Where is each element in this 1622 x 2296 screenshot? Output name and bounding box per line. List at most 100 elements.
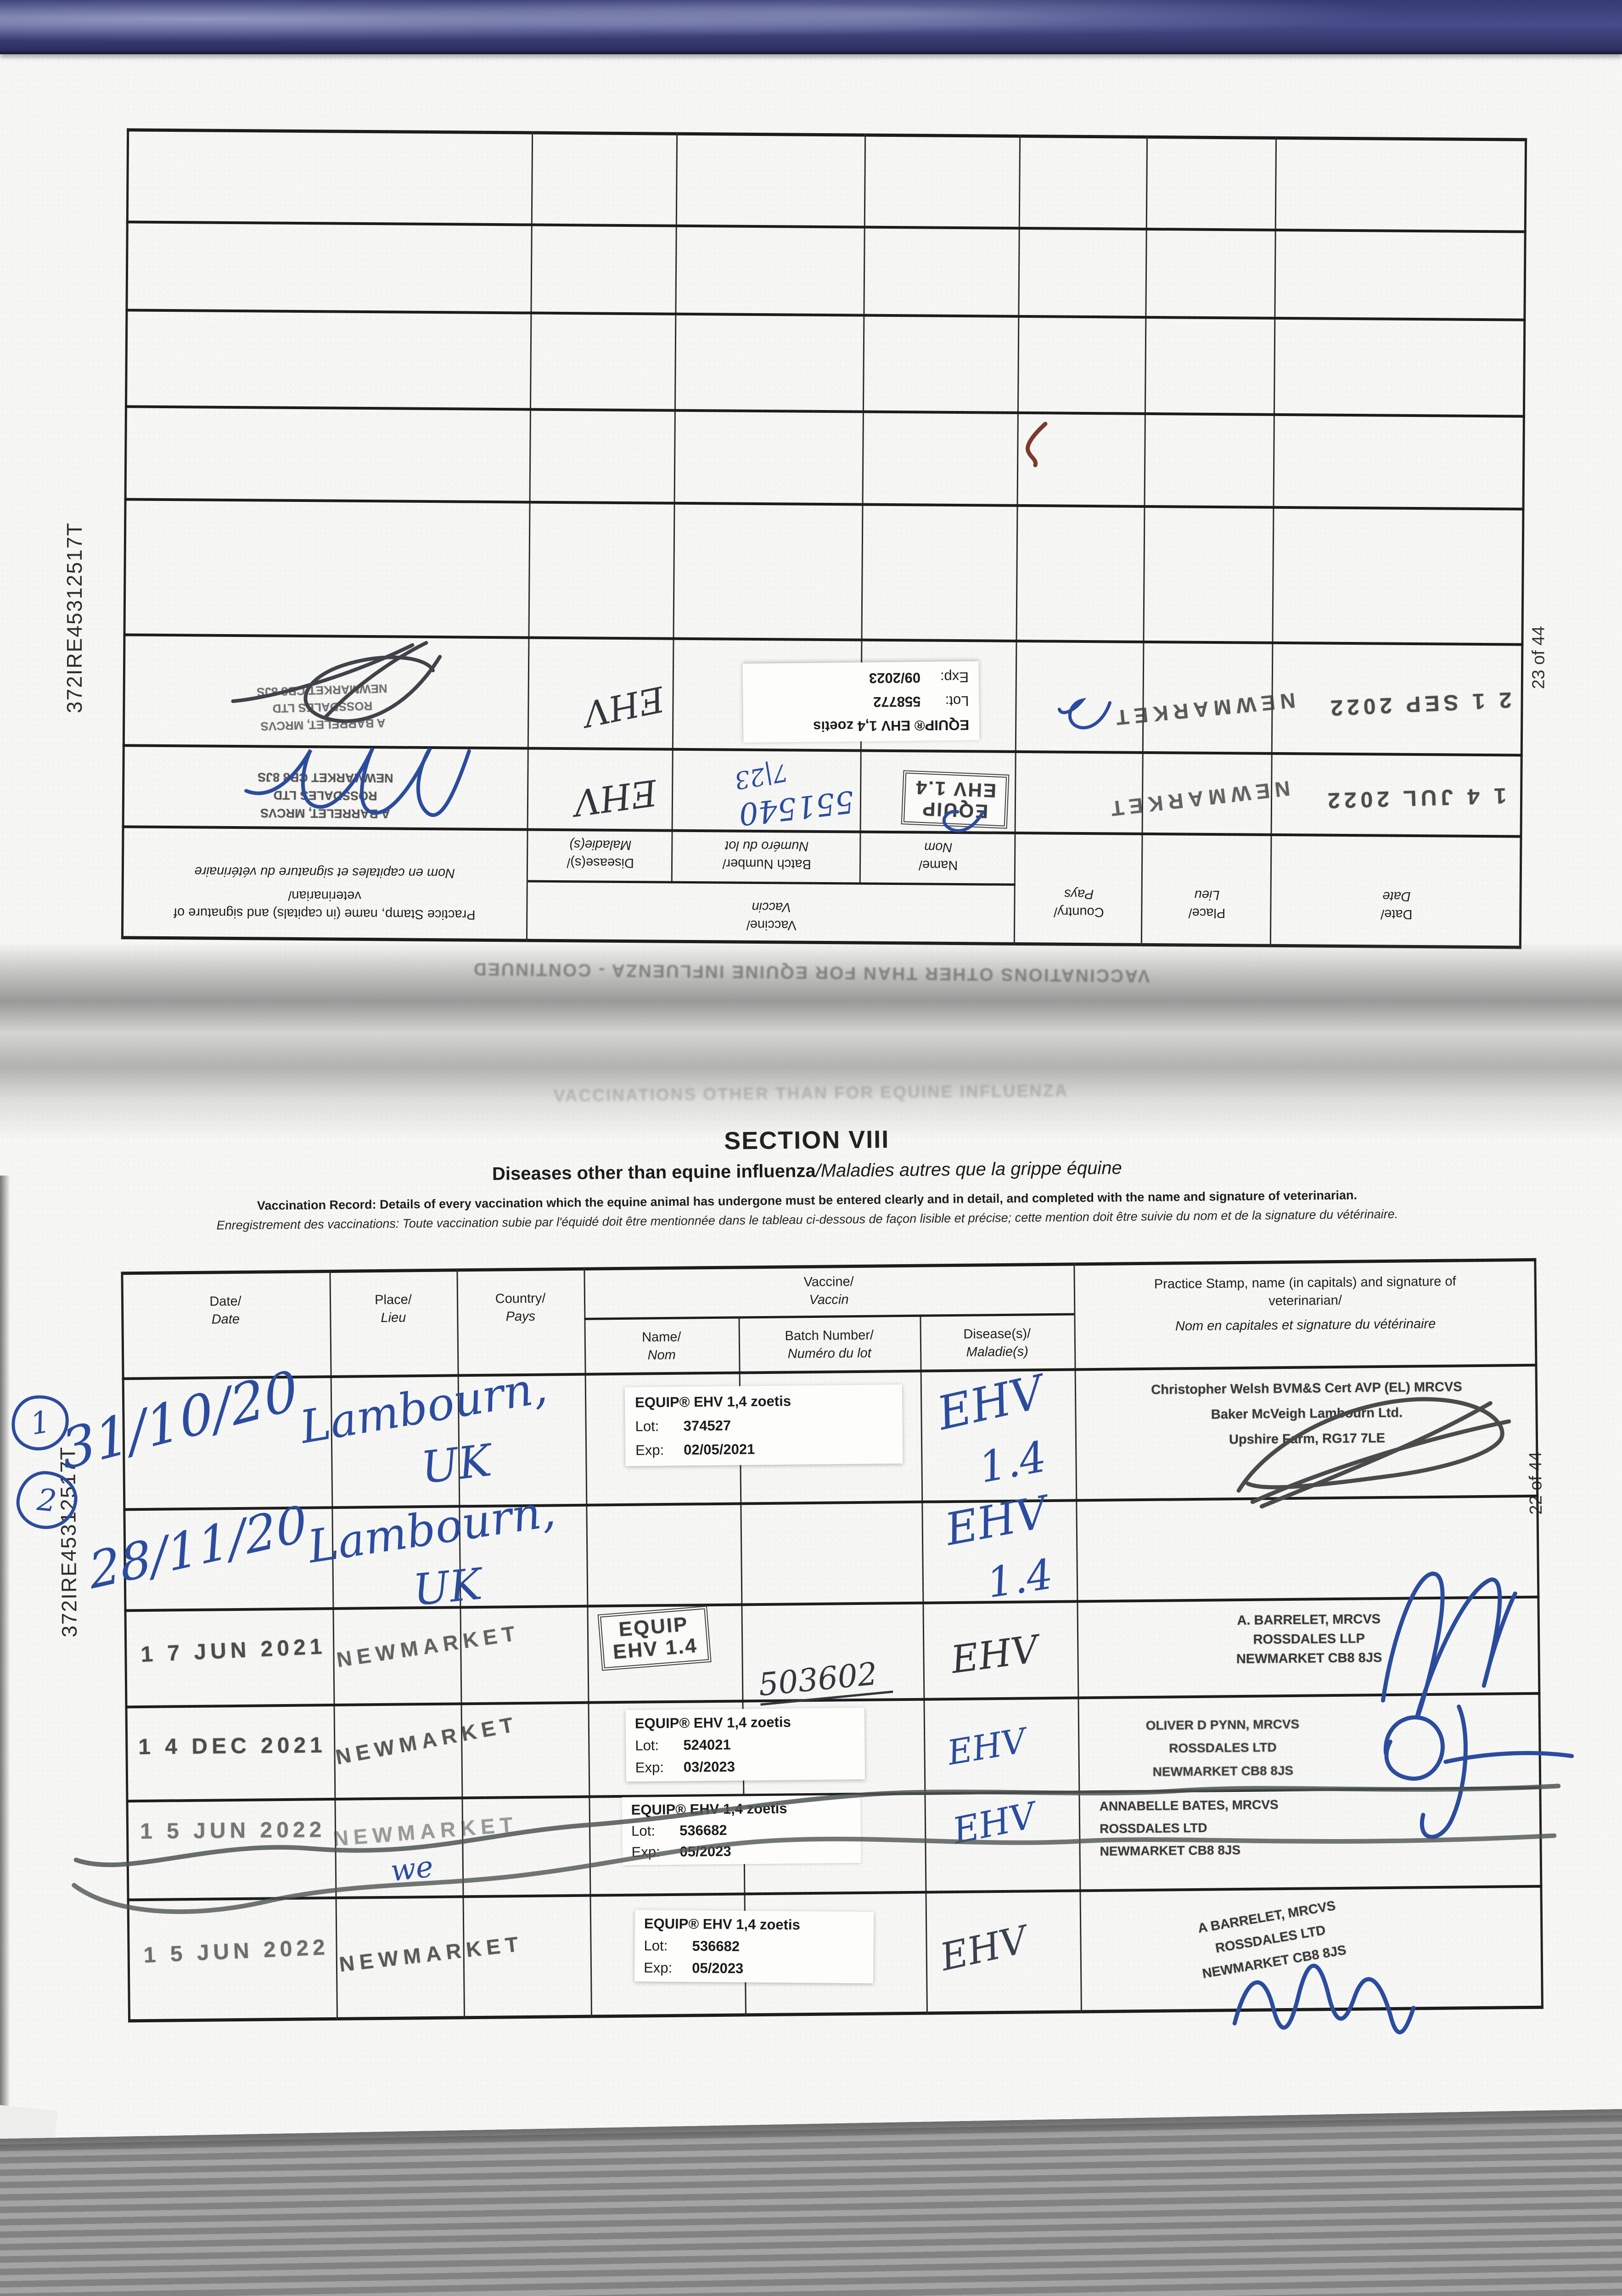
box-stamp-line2: EHV 1.4 (914, 777, 997, 802)
date-stamp: 1 7 JUN 2021 (140, 1634, 327, 1667)
place-stamp: NEWMARKET (1105, 776, 1291, 822)
vaccine-sticker: EQUIP® EHV 1,4 zoetis Lot: 536682 Exp: 0… (634, 1910, 874, 1984)
lot-label: Lot: (644, 1937, 668, 1954)
header-date-fr: Date (1382, 889, 1411, 904)
disease-handwritten: EHV (941, 1486, 1052, 1556)
page-left-shadow (0, 1176, 10, 2135)
circled-2-label: 2 (35, 1481, 58, 1519)
header-stamp-fr: Nom en capitales et signature du vétérin… (1175, 1317, 1436, 1334)
sticker-exp-row: Exp: 03/2023 (635, 1757, 856, 1776)
place-stamp: NEWMARKET (333, 1711, 520, 1769)
vaccine-sticker: EQUIP® EHV 1,4 zoetis Lot: 524021 Exp: 0… (625, 1707, 865, 1782)
exp-label: Exp: (940, 669, 969, 686)
vet-signature (244, 747, 471, 817)
scanner-background (0, 2108, 1622, 2296)
disease-handwritten: EHV (580, 678, 668, 735)
lot-label: Lot: (945, 693, 969, 709)
disease-handwritten: EHV (944, 1721, 1029, 1773)
header-place-fr: Lieu (1194, 887, 1220, 902)
red-pen-mark (1025, 422, 1048, 467)
exp-label: Exp: (635, 1759, 664, 1776)
header-name: Name/ Nom (861, 837, 1016, 874)
lot-value: 558772 (873, 693, 921, 710)
exp-value: 09/2023 (869, 670, 921, 687)
header-name-fr: Nom (647, 1347, 676, 1363)
sticker-lot-row: Lot: 558772 (753, 692, 969, 711)
vaccine-sticker: EQUIP® EHV 1,4 zoetis Lot: 374527 Exp: 0… (624, 1384, 903, 1466)
sticker-lot-row: Lot: 374527 (635, 1416, 892, 1435)
header-disease-fr: Maladie(s) (569, 837, 632, 852)
lot-label: Lot: (635, 1737, 659, 1754)
header-place-en: Place/ (375, 1292, 412, 1308)
header-country-en: Country/ (1053, 904, 1104, 920)
strike-through-lines (72, 1784, 1561, 1914)
row-line (125, 309, 1526, 321)
vet-practice: ROSSDALES LTD (1169, 1740, 1277, 1756)
row-line (124, 1595, 1540, 1612)
exp-value: 03/2023 (683, 1758, 735, 1775)
row-line (126, 220, 1527, 233)
lot-value: 536682 (692, 1938, 740, 1954)
vet-signature (1384, 1704, 1574, 1839)
header-date-fr: Date (211, 1312, 240, 1327)
column-line (526, 131, 533, 942)
date-stamp: 1 5 JUN 2022 (143, 1935, 330, 1968)
equip-ehv-box-stamp: EQUIP EHV 1.4 (597, 1605, 712, 1671)
table-border (121, 128, 129, 940)
section-title-fr: /Maladies autres que la grippe équine (815, 1158, 1122, 1181)
sticker-title: EQUIP® EHV 1,4 zoetis (813, 717, 970, 735)
lot-value: 524021 (683, 1736, 731, 1753)
header-country-fr: Pays (1064, 886, 1094, 901)
header-country-en: Country/ (495, 1291, 546, 1306)
vet-signature (1232, 1964, 1416, 2035)
header-name-en: Name/ (641, 1329, 681, 1345)
vet-signature (1236, 1397, 1511, 1509)
header-vaccine: Vaccine/ Vaccin (528, 896, 1016, 935)
header-stamp-l2: veterinarian/ (1268, 1293, 1342, 1309)
column-line (1140, 135, 1148, 946)
row-line (124, 498, 1525, 511)
header-line (584, 1313, 1074, 1320)
column-line (1269, 136, 1277, 947)
header-line (528, 880, 1016, 886)
date-stamp: 2 1 SEP 2022 (1326, 687, 1512, 720)
row-line (124, 405, 1525, 418)
column-line (859, 133, 866, 885)
top-page-document-code: 372IRE45312517T (62, 522, 86, 714)
sticker-exp-row: Exp: 09/2023 (753, 669, 969, 687)
column-line (1013, 134, 1021, 945)
lot-label: Lot: (635, 1418, 659, 1435)
page-gutter-shadow (0, 942, 1622, 1140)
header-disease-en: Disease(s)/ (567, 855, 634, 871)
section-title-en: Diseases other than equine influenza (492, 1160, 816, 1184)
header-stamp-l1: Practice Stamp, name (in capitals) and s… (173, 905, 476, 922)
header-country: Country/ Pays (457, 1289, 584, 1327)
sticker-lot-row: Lot: 536682 (644, 1937, 864, 1956)
header-stamp-l2: veterinarian/ (288, 888, 361, 903)
place-stamp: NEWMARKET (335, 1621, 522, 1672)
lot-value: 374527 (683, 1417, 731, 1434)
table-border (127, 128, 1527, 141)
blue-pen-squiggle (1057, 698, 1112, 730)
place-handwritten: Lambourn, (304, 1485, 559, 1574)
disease-handwritten: EHV (936, 1918, 1032, 1980)
passport-cover-edge (0, 0, 1622, 54)
header-place: Place/ Lieu (1142, 885, 1272, 922)
header-disease: Disease(s)/ Maladie(s) (920, 1324, 1075, 1362)
place-stamp: NEWMARKET (1110, 688, 1296, 731)
header-batch: Batch Number/ Numéro du lot (673, 836, 861, 873)
header-date-en: Date/ (209, 1294, 241, 1309)
column-line (671, 132, 678, 884)
header-stamp: Practice Stamp, name (in capitals) and s… (1074, 1272, 1537, 1337)
exp-label: Exp: (644, 1959, 673, 1976)
sticker-title: EQUIP® EHV 1,4 zoetis (634, 1714, 791, 1732)
exp-label: Exp: (635, 1442, 664, 1458)
header-vaccine: Vaccine/ Vaccin (584, 1271, 1074, 1311)
header-name-fr: Nom (924, 839, 953, 855)
date-handwritten: 28/11/20 (86, 1495, 310, 1601)
header-stamp-fr: Nom en capitales et signature du vétérin… (194, 864, 455, 881)
header-place: Place/ Lieu (330, 1290, 457, 1328)
vaccine-sticker: EQUIP® EHV 1,4 zoetis Lot: 558772 Exp: 0… (742, 661, 980, 743)
disease-handwritten: EHV (932, 1365, 1049, 1441)
